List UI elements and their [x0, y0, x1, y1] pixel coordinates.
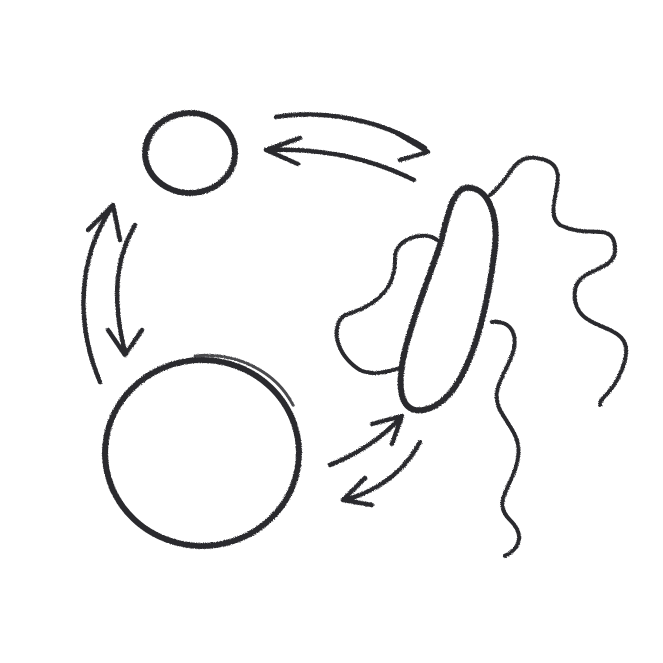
arrow-cyan-to-bacterium	[327, 413, 405, 468]
bacterium-flagella	[334, 155, 629, 558]
yellow-circle	[142, 110, 238, 196]
arrow-yellow-to-bacterium	[273, 112, 431, 163]
cyan-circle	[102, 353, 302, 549]
arrow-cyan-to-yellow	[81, 202, 123, 385]
arrow-bacterium-to-cyan	[340, 439, 423, 508]
red-bacterium	[397, 184, 499, 414]
arrow-yellow-to-cyan	[105, 222, 145, 358]
arrow-bacterium-to-yellow	[263, 135, 417, 183]
